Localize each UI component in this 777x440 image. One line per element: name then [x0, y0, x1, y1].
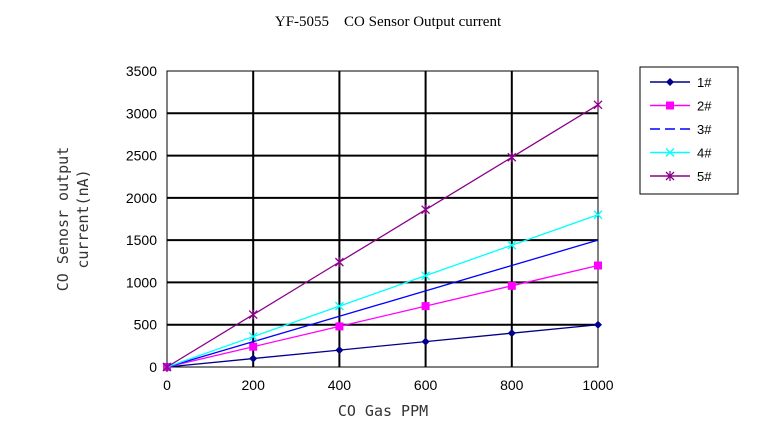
y-tick-labels: 0 500 1000 1500 2000 2500 3000 3500 — [126, 63, 157, 375]
series-2 — [163, 261, 602, 371]
y-tick-label: 2000 — [126, 190, 157, 206]
series-line — [166, 214, 599, 368]
legend-marker — [665, 171, 675, 181]
data-point — [593, 210, 603, 220]
series-line — [166, 104, 599, 368]
legend-item: 2# — [650, 99, 712, 114]
data-point — [421, 302, 430, 311]
legend-marker — [666, 78, 674, 86]
chart-title: YF-5055 CO Sensor Output current — [275, 14, 502, 30]
data-point — [335, 346, 344, 355]
data-point — [421, 204, 431, 215]
data-point — [249, 342, 258, 351]
grid-lines — [167, 71, 598, 367]
data-point — [334, 301, 344, 311]
y-tick-label: 3500 — [126, 63, 157, 79]
legend-box — [639, 66, 739, 195]
data-point — [507, 281, 516, 290]
legend-item: 3# — [650, 122, 712, 137]
data-point — [507, 329, 516, 338]
x-axis-label: CO Gas PPM — [338, 402, 428, 420]
y-axis-label: CO Senosr output current(nA) — [54, 147, 92, 292]
data-point — [507, 152, 517, 163]
x-tick-label: 1000 — [582, 377, 613, 393]
series-line — [166, 324, 599, 368]
x-tick-label: 800 — [500, 377, 524, 393]
plot-area — [166, 70, 599, 368]
series-1 — [163, 320, 602, 371]
data-point — [594, 261, 602, 270]
legend-label: 3# — [697, 122, 712, 137]
y-axis-label-line-1: CO Senosr output — [54, 147, 72, 292]
y-tick-label: 0 — [149, 359, 157, 375]
data-point — [335, 322, 344, 331]
legend-label: 2# — [697, 99, 712, 114]
series-3 — [166, 239, 599, 368]
legend-marker — [666, 101, 674, 110]
y-tick-label: 1000 — [126, 274, 157, 290]
legend-label: 1# — [697, 75, 712, 90]
legend-label: 4# — [697, 146, 712, 161]
legend-label: 5# — [697, 169, 712, 184]
y-tick-label: 2500 — [126, 148, 157, 164]
x-tick-labels: 0 200 400 600 800 1000 — [163, 377, 614, 393]
data-point — [421, 337, 430, 346]
series-line — [166, 239, 599, 368]
series-5 — [162, 99, 603, 372]
legend: 1# 2# 3# 4# 5# — [650, 75, 712, 184]
series-line — [166, 264, 599, 368]
data-point — [248, 309, 258, 320]
legend-item: 5# — [650, 169, 712, 184]
data-point — [334, 257, 344, 268]
x-tick-label: 0 — [163, 377, 171, 393]
data-point — [507, 240, 517, 250]
series-4 — [162, 210, 603, 372]
y-axis-label-line-2: current(nA) — [74, 169, 92, 268]
y-tick-label: 3000 — [126, 105, 157, 121]
x-tick-label: 200 — [242, 377, 266, 393]
legend-item: 1# — [650, 75, 712, 90]
x-tick-label: 400 — [328, 377, 352, 393]
data-point — [162, 362, 172, 372]
x-tick-label: 600 — [414, 377, 438, 393]
data-point — [249, 354, 258, 363]
legend-item: 4# — [650, 146, 712, 161]
data-point — [594, 320, 602, 329]
data-point — [421, 271, 431, 281]
y-tick-label: 1500 — [126, 232, 157, 248]
data-point — [593, 99, 603, 110]
data-point — [248, 332, 258, 342]
series-layer — [162, 99, 603, 372]
y-tick-label: 500 — [134, 317, 158, 333]
legend-marker — [665, 148, 675, 157]
